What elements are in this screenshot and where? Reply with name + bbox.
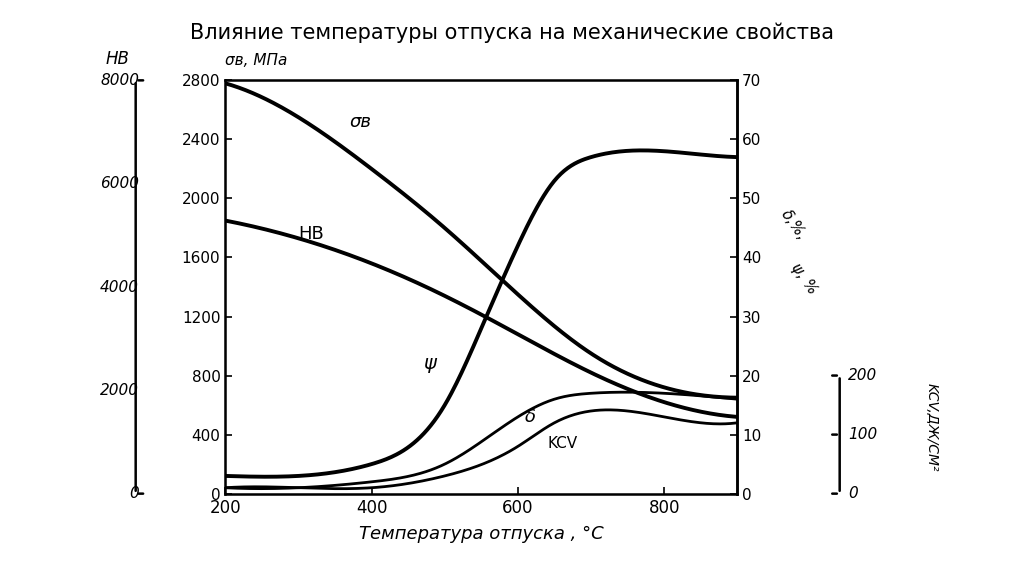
Text: 0: 0 [129,486,139,501]
Text: ψ, %: ψ, % [788,261,820,297]
Text: Влияние температуры отпуска на механические свойства: Влияние температуры отпуска на механичес… [190,23,834,44]
Text: 6000: 6000 [100,176,139,191]
Text: 8000: 8000 [100,73,139,88]
Text: σв: σв [349,113,372,131]
X-axis label: Температура отпуска , °С: Температура отпуска , °С [358,525,604,543]
Text: 0: 0 [848,486,858,501]
Text: δ,%,: δ,%, [778,207,810,243]
Text: 4000: 4000 [100,280,139,294]
Text: 200: 200 [848,368,878,383]
Text: НВ: НВ [105,50,130,68]
Text: ψ: ψ [423,354,435,373]
Text: НВ: НВ [298,225,325,243]
Text: KCV,ДЖ/СМ²: KCV,ДЖ/СМ² [925,383,939,472]
Text: 100: 100 [848,427,878,442]
Text: 2000: 2000 [100,383,139,398]
Text: σв, МПа: σв, МПа [225,53,288,68]
Text: δ: δ [525,408,537,426]
Text: KCV: KCV [547,436,578,451]
